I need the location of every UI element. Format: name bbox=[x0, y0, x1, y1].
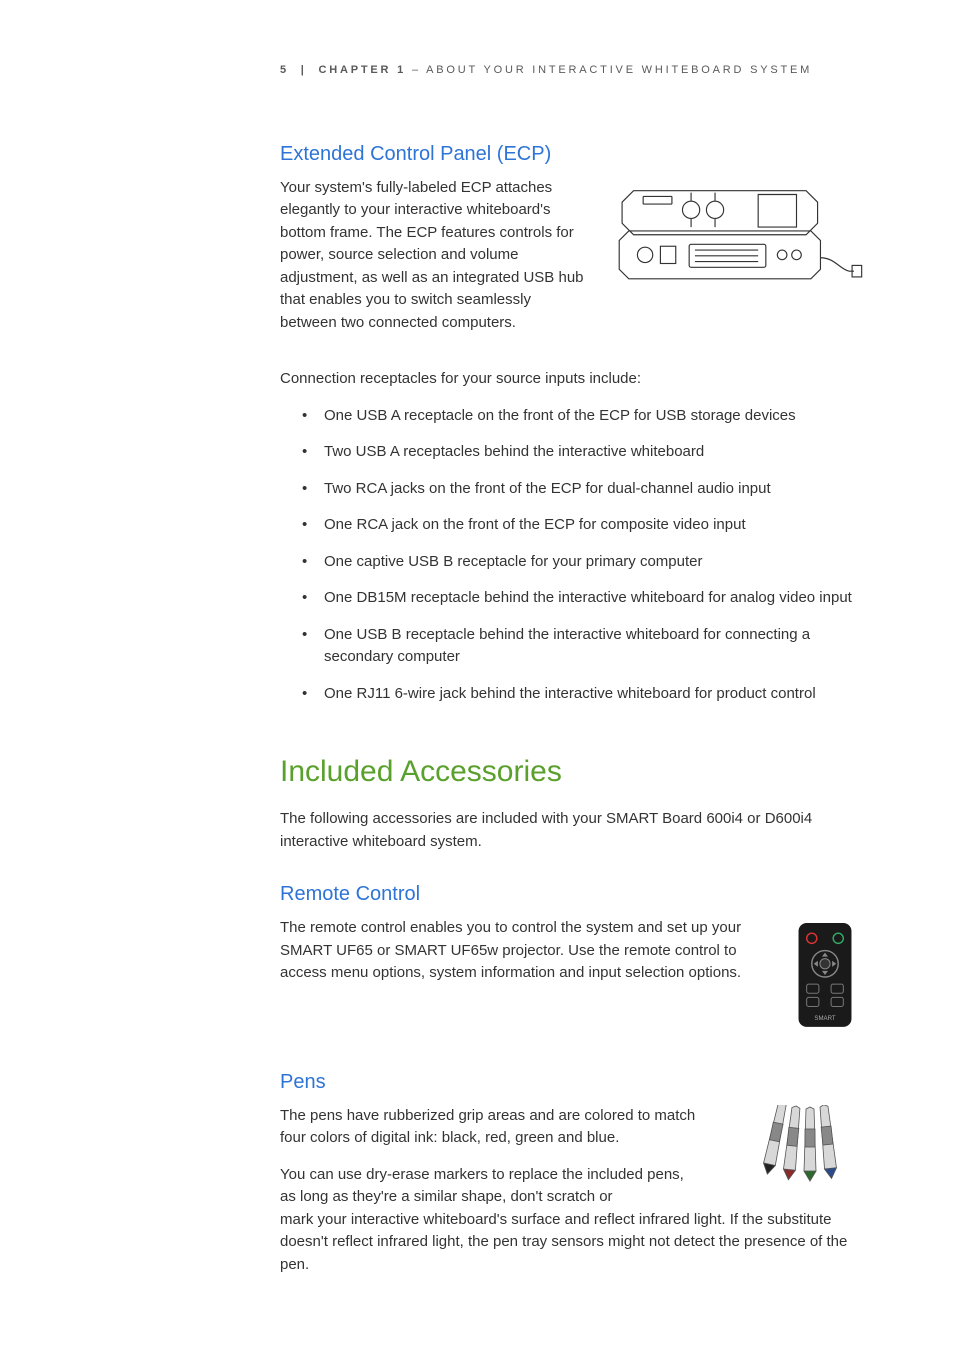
running-header: 5 | CHAPTER 1 – ABOUT YOUR INTERACTIVE W… bbox=[280, 62, 864, 79]
list-item: One USB B receptacle behind the interact… bbox=[280, 624, 864, 669]
ecp-block: Your system's fully-labeled ECP attaches… bbox=[280, 177, 864, 349]
ecp-heading: Extended Control Panel (ECP) bbox=[280, 139, 864, 169]
svg-text:SMART: SMART bbox=[814, 1015, 835, 1022]
remote-illustration: SMART bbox=[794, 921, 864, 1041]
pens-heading: Pens bbox=[280, 1067, 864, 1097]
pens-block: The pens have rubberized grip areas and … bbox=[280, 1105, 864, 1209]
header-separator: | bbox=[301, 64, 307, 76]
list-item: Two RCA jacks on the front of the ECP fo… bbox=[280, 478, 864, 501]
remote-block: The remote control enables you to contro… bbox=[280, 917, 864, 1041]
list-item: Two USB A receptacles behind the interac… bbox=[280, 441, 864, 464]
list-item: One USB A receptacle on the front of the… bbox=[280, 405, 864, 428]
pens-illustration bbox=[744, 1105, 864, 1199]
list-item: One RCA jack on the front of the ECP for… bbox=[280, 514, 864, 537]
ecp-intro-wrap: Your system's fully-labeled ECP attaches… bbox=[280, 177, 585, 349]
pens-p2b: mark your interactive whiteboard's surfa… bbox=[280, 1209, 864, 1277]
chapter-title: ABOUT YOUR INTERACTIVE WHITEBOARD SYSTEM bbox=[426, 64, 812, 76]
chapter-label: CHAPTER 1 bbox=[319, 64, 407, 76]
ecp-lead: Connection receptacles for your source i… bbox=[280, 368, 864, 391]
ecp-list: One USB A receptacle on the front of the… bbox=[280, 405, 864, 706]
accessories-intro: The following accessories are included w… bbox=[280, 808, 864, 853]
list-item: One DB15M receptacle behind the interact… bbox=[280, 587, 864, 610]
list-item: One RJ11 6-wire jack behind the interact… bbox=[280, 683, 864, 706]
pens-p1: The pens have rubberized grip areas and … bbox=[280, 1105, 700, 1150]
ecp-illustration bbox=[614, 183, 864, 306]
list-item: One captive USB B receptacle for your pr… bbox=[280, 551, 864, 574]
page-number: 5 bbox=[280, 64, 289, 76]
chapter-dash: – bbox=[412, 64, 421, 76]
ecp-intro: Your system's fully-labeled ECP attaches… bbox=[280, 177, 585, 335]
remote-heading: Remote Control bbox=[280, 879, 864, 909]
pens-p2a: You can use dry-erase markers to replace… bbox=[280, 1164, 700, 1209]
accessories-heading: Included Accessories bbox=[280, 749, 864, 794]
remote-body: The remote control enables you to contro… bbox=[280, 917, 760, 985]
